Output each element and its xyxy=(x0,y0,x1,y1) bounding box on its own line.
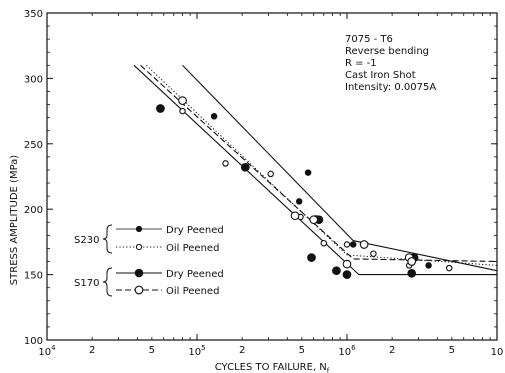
legend-marker-s170-oil xyxy=(134,285,144,295)
plot-frame xyxy=(46,12,498,341)
x-minor-tick-label: 5 xyxy=(149,345,155,356)
point-s230-dry xyxy=(425,262,432,269)
x-tick-label: 105 xyxy=(188,344,205,358)
x-axis-label-main: CYCLES TO FAILURE, N xyxy=(215,362,327,373)
fit-lines xyxy=(133,64,498,276)
point-s170-oil xyxy=(290,211,300,221)
point-s170-dry xyxy=(240,162,250,172)
point-s170-oil xyxy=(342,259,352,269)
legend-entry: Oil Peened xyxy=(166,243,219,254)
point-s230-oil xyxy=(343,241,351,248)
x-tick-label: 104 xyxy=(38,344,56,358)
point-s230-oil xyxy=(320,239,328,247)
annotation-block: 7075 - T6 Reverse bending R = -1 Cast Ir… xyxy=(345,34,436,93)
annotation-line: R = -1 xyxy=(345,58,377,69)
point-s170-dry xyxy=(332,266,341,276)
point-s230-dry xyxy=(349,241,357,248)
fit-line-solid xyxy=(133,64,497,276)
point-s170-oil xyxy=(359,240,369,249)
x-tick-labels: 104 105 106 10 2 5 2 5 2 5 xyxy=(38,344,503,358)
fit-line-dotted xyxy=(146,64,498,266)
point-s230-oil xyxy=(445,264,453,272)
y-axis-label: STRESS AMPLITUDE (MPa) xyxy=(9,155,20,285)
y-tick-label: 100 xyxy=(24,336,43,347)
annotation-line: 7075 - T6 xyxy=(345,34,393,45)
y-tick-labels: 100 150 200 250 300 350 xyxy=(24,9,43,347)
point-s230-oil xyxy=(179,107,186,115)
point-s230-dry xyxy=(210,113,218,120)
legend-group-label: S170 xyxy=(74,278,99,289)
y-tick-label: 300 xyxy=(24,74,43,85)
legend-entry: Dry Peened xyxy=(166,225,224,236)
legend: S230 Dry Peened Oil Peened S170 Dry Peen… xyxy=(74,224,224,297)
y-tick-label: 250 xyxy=(24,140,43,151)
y-tick-label: 350 xyxy=(24,9,43,20)
fit-line-dashed xyxy=(140,64,498,263)
data-points xyxy=(156,96,453,279)
fit-line-solid xyxy=(182,64,498,272)
annotation-line: Cast Iron Shot xyxy=(345,70,416,81)
point-s170-oil xyxy=(309,215,319,225)
x-axis-label: CYCLES TO FAILURE, Nf xyxy=(215,362,330,373)
annotation-line: Intensity: 0.0075A xyxy=(345,82,436,93)
x-minor-tick-label: 5 xyxy=(449,345,455,356)
y-tick-label: 150 xyxy=(24,271,43,282)
legend-brace xyxy=(102,224,113,254)
point-s230-oil xyxy=(267,170,274,178)
point-s230-oil xyxy=(222,160,229,167)
legend-marker-s170-dry xyxy=(134,268,144,278)
legend-group-label: S230 xyxy=(74,235,99,246)
point-s230-dry xyxy=(304,169,312,176)
x-minor-tick-label: 5 xyxy=(299,345,305,356)
point-s230-oil xyxy=(370,250,377,257)
y-tick-label: 200 xyxy=(24,205,43,216)
legend-entry: Oil Peened xyxy=(166,286,219,297)
legend-entry: Dry Peened xyxy=(166,269,224,280)
x-minor-tick-label: 2 xyxy=(239,345,245,356)
legend-marker-s230-dry xyxy=(135,225,143,233)
point-s170-dry xyxy=(342,270,352,279)
point-s230-dry xyxy=(295,198,303,205)
x-tick-label: 106 xyxy=(338,344,356,358)
x-minor-tick-label: 2 xyxy=(389,345,395,356)
x-axis-label-sub: f xyxy=(327,367,330,373)
x-minor-tick-label: 2 xyxy=(89,345,95,356)
legend-marker-s230-oil xyxy=(135,243,143,251)
point-s170-dry xyxy=(307,253,316,262)
legend-brace xyxy=(102,267,113,297)
point-s170-oil xyxy=(407,257,417,266)
point-s170-dry xyxy=(407,268,417,278)
annotation-line: Reverse bending xyxy=(345,46,429,57)
x-tick-label: 10 xyxy=(491,347,504,358)
point-s170-dry xyxy=(156,104,165,113)
point-s170-oil xyxy=(178,96,187,105)
